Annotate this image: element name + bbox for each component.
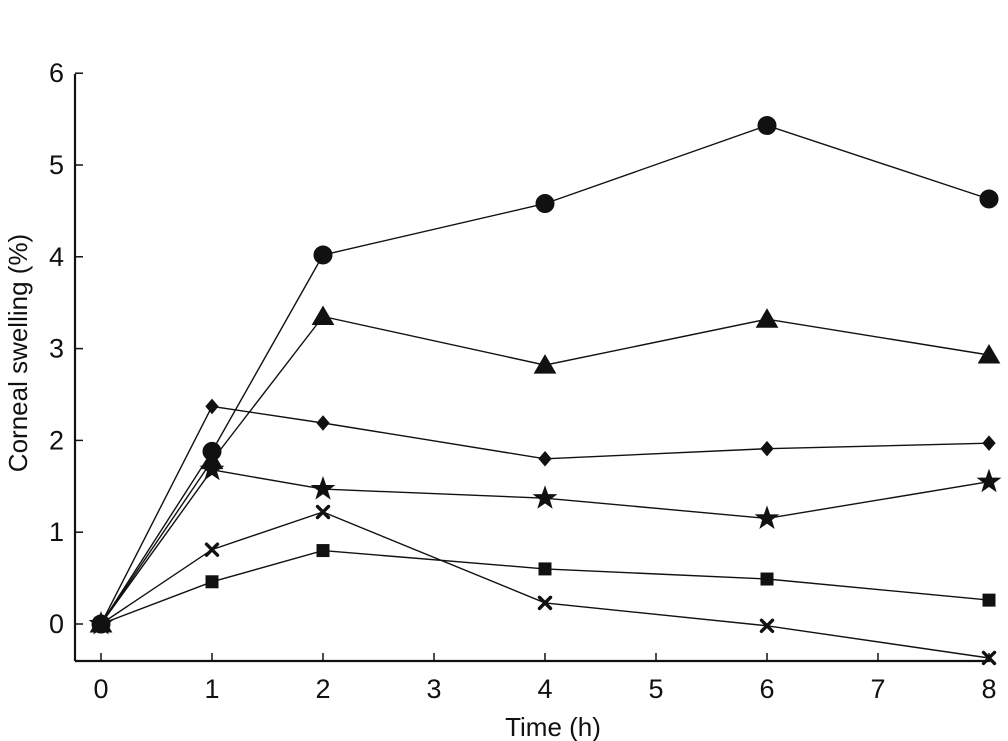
x-tick-label: 2 [315, 674, 330, 704]
data-point-diamond [982, 435, 996, 451]
data-point-triangle [977, 344, 1001, 364]
data-point-triangle [755, 308, 779, 328]
y-tick-label: 5 [49, 150, 64, 180]
data-point-x [981, 650, 997, 666]
data-point-star [532, 485, 558, 509]
data-point-triangle [311, 305, 335, 325]
series-triangle-markers [89, 305, 1001, 633]
data-point-diamond [538, 450, 552, 467]
data-point-x [759, 618, 775, 634]
series-triangle-line [100, 315, 990, 625]
series-diamond-markers [94, 398, 996, 632]
series-x-line [100, 511, 990, 659]
y-tick-label: 0 [49, 609, 64, 639]
series-star-markers [88, 456, 1002, 635]
series-square-line [100, 549, 990, 625]
data-point-diamond [316, 415, 330, 431]
data-point-diamond [205, 398, 219, 415]
y-tick-label: 6 [49, 58, 64, 88]
data-point-square [538, 562, 552, 576]
series-circle-line [100, 124, 990, 625]
series-triangle [100, 315, 990, 625]
data-point-square [316, 544, 330, 558]
data-point-triangle [533, 354, 557, 374]
data-point-star [199, 456, 225, 481]
x-tick-label: 8 [981, 674, 996, 704]
data-point-circle [757, 116, 777, 136]
data-point-circle [535, 194, 555, 214]
series-star [100, 469, 990, 625]
series-diamond [100, 405, 990, 625]
x-tick-label: 0 [93, 674, 108, 704]
x-axis-title: Time (h) [505, 712, 601, 741]
series-circle [100, 124, 990, 625]
data-point-x [537, 595, 553, 611]
series-group [88, 116, 1002, 666]
x-tick-label: 4 [537, 674, 552, 704]
series-square-markers [94, 544, 996, 631]
series-square [100, 549, 990, 625]
data-point-square [760, 572, 774, 586]
x-tick-label: 1 [204, 674, 219, 704]
axes [73, 72, 990, 663]
data-point-star [310, 476, 336, 500]
data-point-square [94, 617, 108, 631]
data-point-circle [979, 189, 999, 209]
y-tick-label: 2 [49, 425, 64, 455]
series-diamond-line [100, 405, 990, 625]
series-x [100, 511, 990, 659]
data-point-diamond [760, 440, 774, 457]
data-point-star [754, 505, 780, 529]
x-tick-label: 6 [759, 674, 774, 704]
data-point-square [205, 575, 219, 589]
x-tick-label: 3 [426, 674, 441, 704]
labels: 0 1 2 3 4 5 6 0 1 2 3 4 5 6 7 8 Time (h) Corneal swelling… [3, 58, 997, 741]
data-point-star [976, 468, 1002, 493]
data-point-circle [313, 245, 333, 265]
y-tick-label: 4 [49, 242, 64, 272]
series-circle-markers [91, 116, 999, 634]
y-tick-label: 3 [49, 334, 64, 364]
series-star-line [100, 469, 990, 625]
y-tick-label: 1 [49, 517, 64, 547]
x-tick-label: 7 [870, 674, 885, 704]
data-point-x [315, 504, 331, 520]
y-axis-title: Corneal swelling (%) [3, 234, 33, 472]
x-tick-label: 5 [648, 674, 663, 704]
data-point-square [982, 593, 996, 607]
data-point-x [204, 542, 220, 557]
